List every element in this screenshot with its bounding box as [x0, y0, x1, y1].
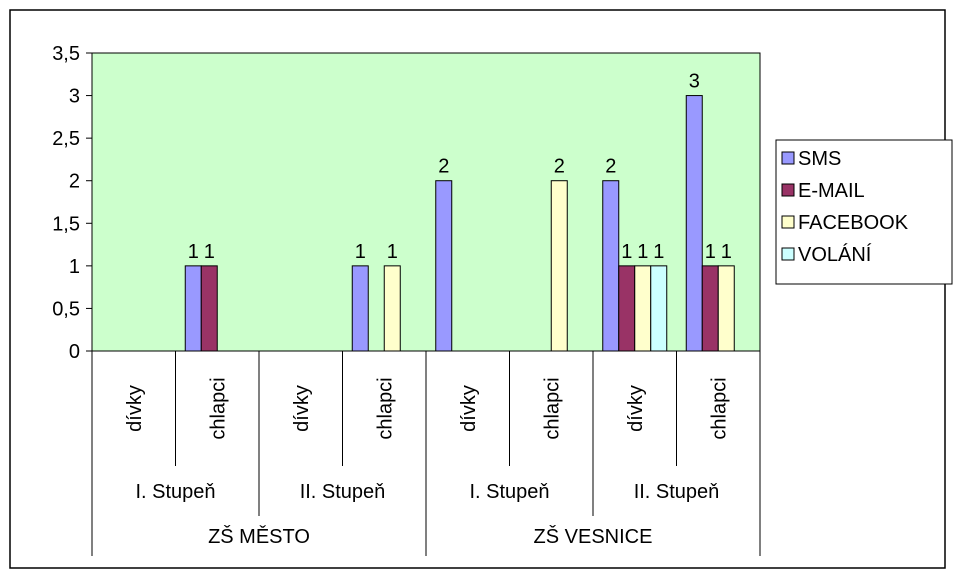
bar-facebook	[550, 180, 568, 352]
legend-label: FACEBOOK	[798, 212, 909, 234]
x-school-label: ZŠ MĚSTO	[208, 525, 310, 548]
x-category-label: chlapci	[207, 377, 229, 439]
y-tick-label: 2,5	[52, 128, 80, 150]
data-label: 2	[605, 156, 616, 178]
bar-sms	[435, 180, 453, 352]
data-label: 1	[721, 241, 732, 263]
x-category-label: dívky	[458, 385, 480, 432]
bar-sms	[602, 180, 620, 352]
data-label: 1	[204, 241, 215, 263]
y-tick-label: 2	[69, 171, 80, 193]
x-level-label: II. Stupeň	[300, 481, 386, 503]
legend-swatch	[781, 151, 795, 165]
data-label: 1	[355, 241, 366, 263]
x-category-label: chlapci	[541, 377, 563, 439]
y-tick-label: 3	[69, 86, 80, 108]
x-school-label: ZŠ VESNICE	[534, 525, 653, 548]
bar-e-mail	[701, 265, 719, 352]
bar-e-mail	[200, 265, 218, 352]
legend-box	[775, 139, 953, 285]
x-category-label: chlapci	[708, 377, 730, 439]
data-label: 2	[554, 156, 565, 178]
legend: SMS E-MAIL FACEBOOK VOLÁNÍ	[775, 139, 953, 285]
data-label: 1	[621, 241, 632, 263]
y-tick-label: 1	[69, 256, 80, 278]
bar-sms	[184, 265, 202, 352]
x-axis: dívky chlapci dívky chlapci dívky chlapci dívk…	[91, 351, 761, 556]
legend-label: E-MAIL	[798, 180, 865, 202]
y-tick-label: 0,5	[52, 298, 80, 320]
x-level-label: II. Stupeň	[634, 481, 720, 503]
legend-label: SMS	[798, 148, 841, 170]
x-category-label: dívky	[625, 385, 647, 432]
y-tick-label: 0	[69, 341, 80, 363]
bar-volání	[650, 265, 668, 352]
y-tick-label: 1,5	[52, 213, 80, 235]
legend-label: VOLÁNÍ	[798, 243, 872, 266]
data-label: 3	[689, 71, 700, 93]
bar-e-mail	[618, 265, 636, 352]
data-label: 1	[637, 241, 648, 263]
x-category-label: dívky	[291, 385, 313, 432]
y-tick-label: 3,5	[52, 43, 80, 65]
bar-facebook	[717, 265, 735, 352]
data-label: 1	[653, 241, 664, 263]
x-level-label: I. Stupeň	[469, 481, 549, 503]
bar-facebook	[383, 265, 401, 352]
legend-swatch	[781, 247, 795, 261]
legend-swatch	[781, 215, 795, 229]
data-label: 1	[387, 241, 398, 263]
data-label: 1	[705, 241, 716, 263]
data-label: 1	[188, 241, 199, 263]
bar-sms	[685, 95, 703, 352]
data-label: 2	[438, 156, 449, 178]
x-category-label: chlapci	[374, 377, 396, 439]
x-category-label: dívky	[124, 385, 146, 432]
y-axis: 0 0,5 1 1,5 2 2,5 3 3,5	[52, 43, 92, 363]
legend-swatch	[781, 183, 795, 197]
bar-facebook	[634, 265, 652, 352]
x-level-label: I. Stupeň	[135, 481, 215, 503]
bars	[184, 95, 735, 352]
bar-sms	[351, 265, 369, 352]
